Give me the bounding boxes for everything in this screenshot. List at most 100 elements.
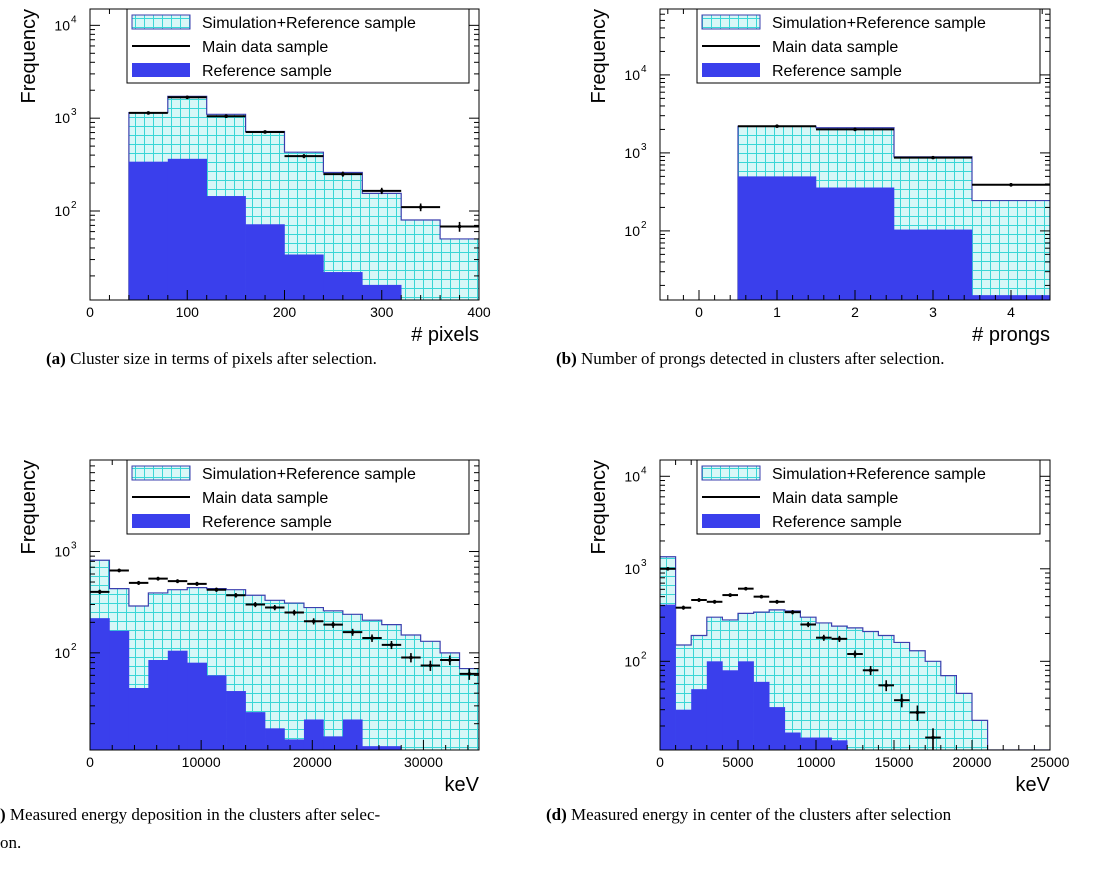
data-point-c	[206, 587, 227, 592]
data-point-c	[265, 604, 285, 611]
caption-c: ) Measured energy deposition in the clus…	[0, 805, 380, 825]
data-point-c	[420, 660, 441, 671]
data-point-c	[440, 655, 460, 666]
x-tick-label-d: 25000	[1031, 754, 1070, 770]
caption-d: (d) Measured energy in center of the clu…	[546, 805, 951, 825]
y-tick-label-d: 10	[624, 561, 640, 577]
ref-bar-c	[128, 687, 149, 750]
x-tick-label-b: 4	[1007, 304, 1015, 320]
x-tick-label-a: 400	[467, 304, 491, 320]
y-tick-exponent-a: 2	[71, 200, 77, 211]
data-point-c	[381, 640, 402, 650]
ref-bar-a	[245, 224, 285, 300]
x-axis-title-d: keV	[1016, 774, 1051, 796]
ref-bar-d	[660, 604, 676, 750]
data-point-b	[816, 127, 894, 132]
data-point-c	[323, 621, 343, 628]
plot-area-c	[90, 559, 479, 750]
y-tick-exponent-b: 2	[641, 220, 647, 231]
data-point-a	[206, 114, 246, 119]
ref-bar-d	[816, 737, 832, 750]
legend-reference: Reference sample	[202, 514, 332, 531]
legend-swatch-reference	[132, 63, 190, 77]
data-point-d	[675, 605, 692, 610]
caption-c-text2: on.	[0, 833, 22, 852]
plot-area-d	[660, 556, 1050, 750]
ref-bar-c	[90, 618, 110, 750]
x-tick-label-b: 2	[851, 304, 859, 320]
x-tick-label-d: 0	[656, 754, 664, 770]
x-tick-label-a: 300	[370, 304, 394, 320]
legend-swatch-sim-ref	[701, 14, 761, 30]
legend-swatch-sim-ref	[131, 14, 191, 30]
legend-a: Simulation+Reference sample Main data sam…	[126, 8, 470, 84]
legend-sim-ref: Simulation+Reference sample	[772, 466, 986, 483]
y-tick-label-a: 10	[54, 17, 70, 33]
ref-bar-b	[816, 187, 895, 300]
caption-a-label: (a)	[46, 349, 66, 368]
data-point-c	[401, 653, 421, 663]
x-tick-label-b: 1	[773, 304, 781, 320]
data-point-c	[226, 593, 246, 598]
legend-main-data: Main data sample	[202, 39, 328, 56]
x-axis-title-b: # prongs	[972, 324, 1050, 346]
data-point-d	[706, 599, 723, 604]
data-point-c	[284, 609, 304, 616]
x-tick-label-a: 100	[176, 304, 200, 320]
legend-sim-ref: Simulation+Reference sample	[772, 15, 986, 32]
x-tick-label-b: 3	[929, 304, 937, 320]
caption-c-text: Measured energy deposition in the cluste…	[9, 805, 381, 824]
legend-sim-ref: Simulation+Reference sample	[202, 15, 416, 32]
data-point-d	[831, 635, 848, 642]
data-point-b	[738, 124, 816, 128]
ref-bar-d	[722, 670, 739, 750]
ref-bar-a	[284, 254, 324, 300]
ref-bar-d	[784, 732, 801, 750]
x-axis-title-a: # pixels	[411, 324, 479, 346]
data-point-a	[362, 187, 402, 195]
ref-bar-b	[738, 176, 817, 300]
ref-bar-c	[187, 662, 207, 750]
sim-ref-line-d	[660, 556, 1050, 750]
caption-c-line2: on.	[0, 833, 21, 853]
x-tick-label-c: 30000	[404, 754, 443, 770]
plot-area-a	[128, 95, 479, 300]
caption-b: (b) Number of prongs detected in cluster…	[556, 349, 945, 369]
legend-b: Simulation+Reference sample Main data sam…	[696, 8, 1041, 84]
data-point-c	[342, 628, 363, 636]
data-point-d	[738, 586, 754, 591]
y-tick-exponent-b: 3	[641, 142, 647, 153]
legend-reference: Reference sample	[772, 63, 902, 80]
y-tick-exponent-d: 4	[641, 465, 647, 476]
legend-swatch-sim-ref	[701, 465, 761, 481]
data-point-d	[909, 705, 926, 721]
y-axis-title-a: Frequency	[18, 9, 40, 104]
data-point-c	[109, 568, 129, 573]
ref-bar-d	[706, 661, 723, 750]
ref-bar-d	[753, 681, 770, 750]
legend-d: Simulation+Reference sample Main data sam…	[696, 459, 1041, 535]
ref-bar-c	[206, 675, 227, 750]
legend-swatch-reference	[132, 514, 190, 528]
ref-bar-b	[894, 229, 973, 300]
y-tick-exponent-d: 3	[641, 558, 647, 569]
data-point-c	[459, 668, 479, 680]
legend-sim-ref: Simulation+Reference sample	[202, 466, 416, 483]
caption-d-text: Measured energy in center of the cluster…	[571, 805, 952, 824]
data-point-a	[128, 111, 168, 115]
ref-bar-d	[800, 737, 817, 750]
y-tick-label-d: 10	[624, 653, 640, 669]
ref-bar-a	[206, 196, 246, 300]
y-tick-exponent-a: 4	[71, 14, 77, 25]
x-axis-title-c: keV	[445, 774, 480, 796]
ref-bar-d	[691, 689, 708, 750]
x-tick-label-c: 20000	[293, 754, 332, 770]
y-tick-label-b: 10	[624, 67, 640, 83]
ref-bar-c	[265, 728, 285, 750]
ref-bar-c	[362, 746, 383, 750]
data-point-c	[245, 602, 266, 608]
